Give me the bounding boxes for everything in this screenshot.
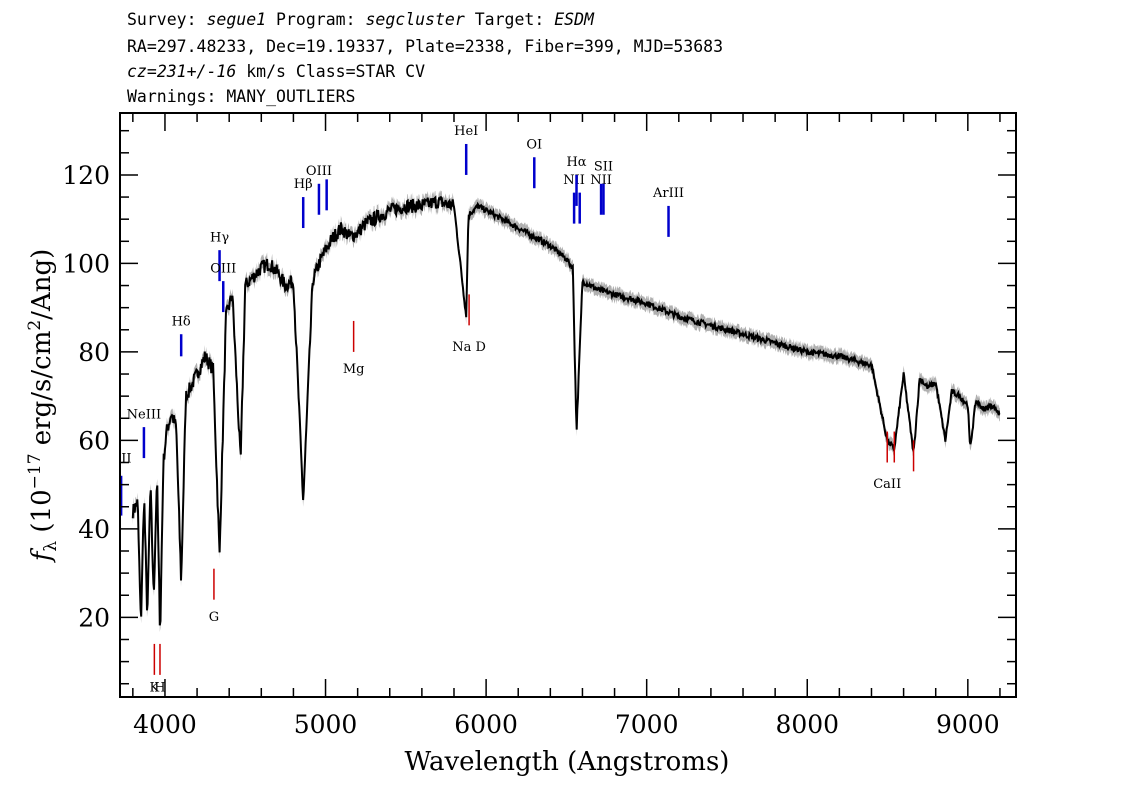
target-value: ESDM [554,10,594,29]
line-marker-label: NII [590,173,612,188]
header-line-4: Warnings: MANY_OUTLIERS [127,87,356,106]
x-tick-label: 8000 [775,710,839,739]
header-line-2: RA=297.48233, Dec=19.19337, Plate=2338, … [127,37,724,56]
y-tick-label: 40 [78,515,110,544]
line-marker-label: Hδ [172,314,191,329]
survey-value: segue1 [206,10,267,29]
y-tick-label: 120 [62,161,110,190]
error-band [132,190,1000,632]
line-marker-label: SII [594,160,613,175]
line-marker-label: NeIII [127,407,161,422]
plot-area: OIINeIIIHδHγOIIIHβOIIIHeIOINIIHαNIISIIAr… [62,112,1017,739]
x-tick-label: 9000 [936,710,1000,739]
line-marker-label: NII [563,173,585,188]
y-tick-label: 60 [78,426,110,455]
line-marker-label: HeI [454,124,478,139]
plot-frame [119,112,1017,698]
line-marker-label: Na D [452,340,486,355]
y-tick-label: 80 [78,338,110,367]
x-tick-label: 6000 [454,710,518,739]
x-tick-label: 5000 [294,710,358,739]
y-tick-label: 100 [62,249,110,278]
line-marker-label: G [209,610,219,625]
survey-label: Survey: [127,10,197,29]
spectrum-line [131,195,1001,626]
class-text: km/s Class=STAR CV [236,62,426,81]
header-line-1: Survey: segue1 Program: segcluster Targe… [127,9,594,31]
line-marker-label: OII [111,452,132,467]
y-tick-label: 20 [78,603,110,632]
header-line-3: cz=231+/-16 km/s Class=STAR CV [127,61,425,83]
target-label: Target: [474,10,545,29]
line-marker-label: Mg [343,362,365,377]
line-marker-label: OIII [210,261,236,276]
line-marker-label: K [150,681,160,696]
line-marker-label: Hγ [210,230,229,245]
line-marker-label: Hβ [294,177,313,192]
line-marker-label: H [154,681,165,696]
x-tick-label: 7000 [615,710,679,739]
cz-label: cz= [127,62,157,81]
line-marker-label: OI [526,137,542,152]
line-marker-label: CaII [873,477,901,492]
x-tick-label: 4000 [133,710,197,739]
cz-value: 231+/-16 [156,62,237,81]
line-marker-label: ArIII [652,186,684,201]
x-axis-label: Wavelength (Angstroms) [405,747,730,777]
line-marker-label: OIII [306,164,332,179]
y-axis-label: fλ (10−17 erg/s/cm2/Ang) [25,249,61,564]
program-value: segcluster [365,10,465,29]
program-label: Program: [276,10,356,29]
line-marker-label: Hα [566,155,586,170]
